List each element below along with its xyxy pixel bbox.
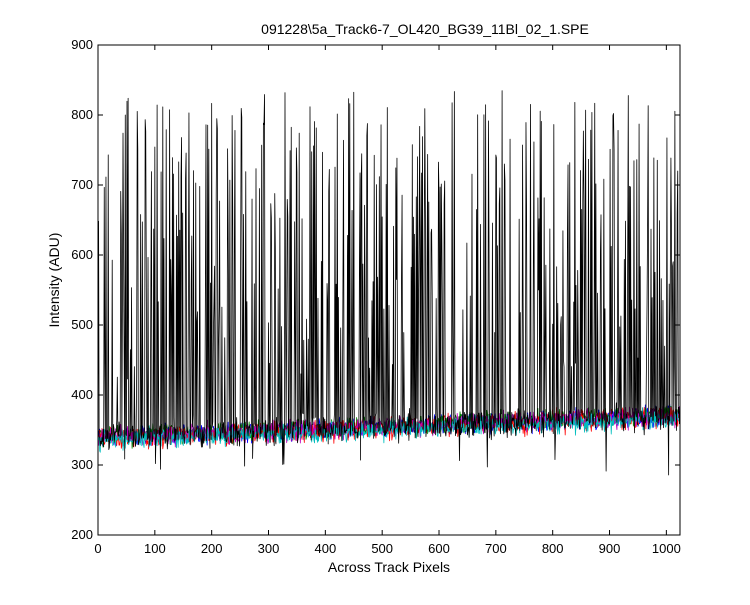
x-tick-label: 900 [599, 541, 621, 556]
series-line-5 [97, 407, 681, 453]
x-tick-label: 400 [314, 541, 336, 556]
x-tick-label: 1000 [652, 541, 681, 556]
y-tick-label: 200 [71, 527, 93, 542]
y-tick-label: 400 [71, 387, 93, 402]
x-tick-label: 0 [94, 541, 101, 556]
y-axis-label: Intensity (ADU) [46, 233, 62, 328]
x-tick-label: 200 [201, 541, 223, 556]
series-line-0 [97, 90, 681, 476]
y-tick-label: 500 [71, 317, 93, 332]
x-tick-label: 700 [485, 541, 507, 556]
y-tick-label: 700 [71, 177, 93, 192]
x-tick-label: 800 [542, 541, 564, 556]
y-tick-label: 800 [71, 107, 93, 122]
plot-area [98, 45, 680, 535]
y-tick-label: 900 [71, 37, 93, 52]
series-layer [97, 90, 681, 476]
chart-title: 091228\5a_Track6-7_OL420_BG39_11Bl_02_1.… [261, 21, 589, 37]
x-axis-label: Across Track Pixels [328, 559, 450, 575]
ticks-layer: 0 100 200 300 400 500 600 700 800 900 1000 200 300 40… [71, 37, 681, 556]
plot-frame [97, 44, 681, 536]
y-tick-label: 600 [71, 247, 93, 262]
x-tick-label: 600 [428, 541, 450, 556]
x-tick-label: 300 [258, 541, 280, 556]
y-tick-label: 300 [71, 457, 93, 472]
x-tick-label: 100 [144, 541, 166, 556]
x-tick-label: 500 [371, 541, 393, 556]
